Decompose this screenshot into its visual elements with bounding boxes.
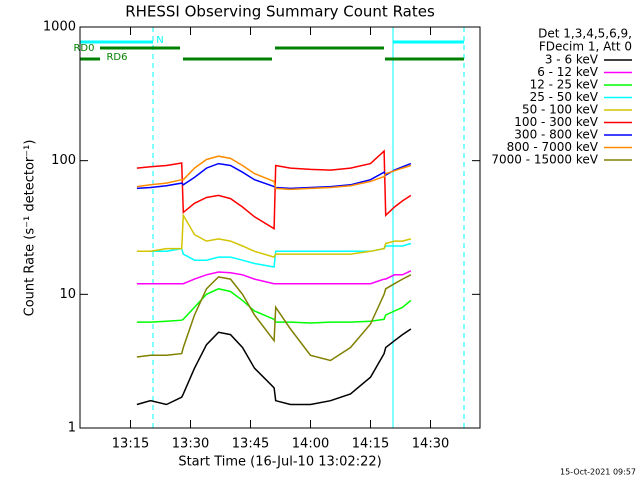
plot-frame <box>79 26 481 429</box>
y-tick-label: 1 <box>68 421 76 436</box>
series-line <box>136 270 412 285</box>
series-line <box>136 162 412 190</box>
legend-label: 800 - 7000 keV <box>507 140 599 154</box>
flag-label: RD6 <box>106 52 127 63</box>
x-axis-label: Start Time (16-Jul-10 13:02:22) <box>178 455 381 470</box>
chart-title: RHESSI Observing Summary Count Rates <box>125 3 435 21</box>
x-tick-label: 14:00 <box>292 437 329 452</box>
series-line <box>136 212 412 258</box>
legend-label: 100 - 300 keV <box>514 115 598 129</box>
legend-label: 6 - 12 keV <box>537 65 599 79</box>
legend-label: 3 - 6 keV <box>545 53 599 67</box>
series-line <box>136 328 412 406</box>
flag-label: N <box>156 35 163 46</box>
legend-label: 50 - 100 keV <box>522 103 599 117</box>
y-tick-label: 1000 <box>43 20 76 35</box>
legend-label: 25 - 50 keV <box>530 90 599 104</box>
x-tick-label: 13:15 <box>112 437 149 452</box>
footer: 15-Oct-2021 09:57 <box>560 468 636 477</box>
series-line <box>136 274 412 362</box>
x-tick-label: 14:15 <box>352 437 389 452</box>
legend-header: Det 1,3,4,5,6,9, <box>538 27 632 41</box>
legend-label: 300 - 800 keV <box>514 128 598 142</box>
y-tick-label: 10 <box>59 287 76 302</box>
flag-label: RD0 <box>73 43 94 54</box>
series-line <box>136 288 412 324</box>
x-tick-label: 13:45 <box>232 437 269 452</box>
legend-header: FDecim 1, Att 0 <box>539 40 632 54</box>
x-tick-label: 13:30 <box>172 437 209 452</box>
y-tick-label: 100 <box>51 153 76 168</box>
legend-label: 7000 - 15000 keV <box>491 153 598 167</box>
x-tick-label: 14:30 <box>412 437 449 452</box>
series-line <box>136 155 412 191</box>
legend-label: 12 - 25 keV <box>530 78 599 92</box>
y-axis-label: Count Rate (s⁻¹ detector⁻¹) <box>23 140 38 317</box>
